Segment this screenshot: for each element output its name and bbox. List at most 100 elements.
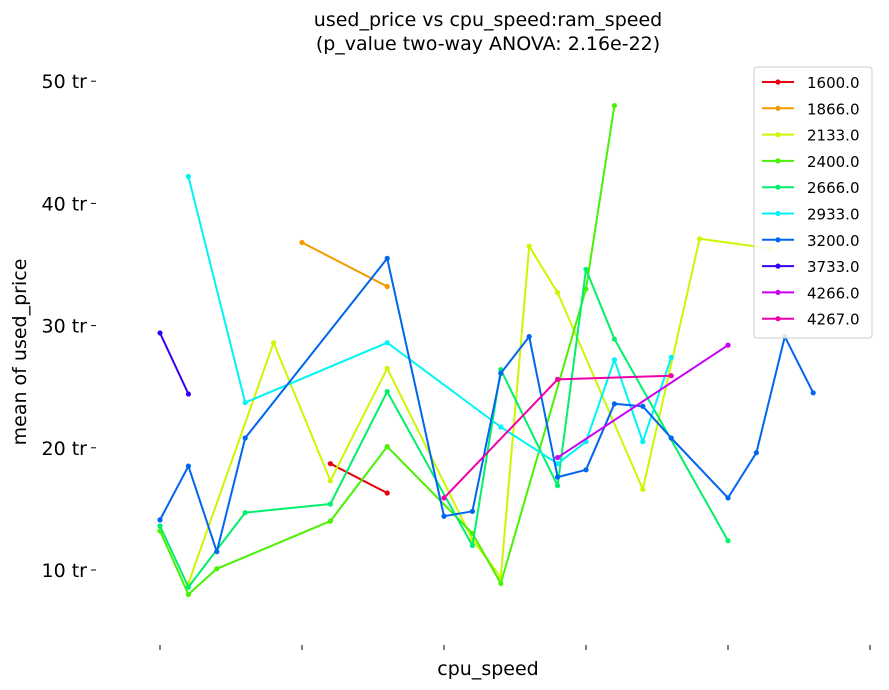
legend-item: 2133.0 (762, 127, 860, 145)
series-2666.0 (157, 266, 731, 590)
legend-swatch-marker (775, 132, 781, 138)
data-point (810, 390, 816, 396)
data-point (214, 566, 220, 572)
legend-label: 2933.0 (807, 206, 860, 224)
legend-swatch-marker (775, 237, 781, 243)
series-line (557, 344, 729, 459)
data-point (157, 330, 163, 336)
plot-area (157, 103, 816, 598)
x-axis (159, 645, 871, 650)
legend-item: 4267.0 (762, 311, 860, 329)
data-point (555, 461, 561, 467)
data-point (469, 508, 475, 514)
data-point (668, 373, 674, 379)
data-point (640, 403, 646, 409)
data-point (611, 357, 618, 363)
data-point (157, 523, 163, 529)
y-tick-label: 10 tr (42, 560, 88, 582)
series-line (159, 105, 616, 596)
series-2933.0 (185, 173, 674, 467)
y-tick-label: 40 tr (42, 193, 88, 215)
series-line (301, 241, 388, 288)
data-point (640, 486, 646, 492)
data-point (583, 266, 589, 272)
legend-item: 1866.0 (762, 100, 860, 118)
data-point (697, 236, 703, 242)
series-line (159, 268, 729, 589)
data-point (384, 255, 390, 261)
series-line (329, 462, 388, 494)
legend-item: 4266.0 (762, 284, 860, 302)
legend-label: 1866.0 (807, 100, 860, 118)
x-axis-label: cpu_speed (437, 658, 538, 680)
legend: 1600.0 1866.0 2133.0 2400.0 2666.0 2933.0 3200… (753, 66, 873, 339)
legend-swatch-marker (775, 184, 781, 190)
data-point (498, 580, 504, 587)
y-tick-label: 20 tr (42, 438, 88, 460)
legend-label: 4266.0 (807, 284, 860, 302)
legend-swatch-marker (775, 79, 781, 85)
legend-swatch-marker (775, 289, 781, 295)
series-2400.0 (157, 103, 618, 598)
data-point (555, 474, 561, 480)
data-point (441, 513, 447, 519)
data-point (441, 495, 447, 501)
data-point (185, 391, 191, 397)
legend-item: 2400.0 (762, 153, 860, 171)
data-point (555, 290, 561, 296)
data-point (725, 342, 731, 348)
legend-item: 2933.0 (762, 206, 860, 224)
series-line (187, 176, 673, 465)
legend-label: 4267.0 (807, 311, 860, 329)
data-point (725, 495, 731, 501)
data-point (611, 401, 618, 407)
data-point (384, 490, 390, 496)
data-point (611, 103, 618, 109)
data-point (242, 435, 248, 441)
legend-label: 2133.0 (807, 127, 860, 145)
data-point (526, 333, 532, 340)
data-point (299, 239, 305, 246)
data-point (725, 538, 731, 544)
legend-swatch-marker (775, 263, 781, 269)
data-point (157, 517, 163, 523)
data-point (384, 443, 390, 450)
data-point (327, 461, 333, 467)
data-point (583, 467, 589, 473)
legend-label: 3733.0 (807, 258, 860, 276)
chart-title-line-2: (p_value two-way ANOVA: 2.16e-22) (316, 33, 660, 55)
data-point (640, 439, 646, 445)
data-point (384, 388, 390, 395)
data-point (384, 365, 390, 371)
data-point (469, 542, 475, 549)
data-point (555, 483, 561, 489)
data-point (242, 399, 248, 406)
legend-label: 2666.0 (807, 179, 860, 197)
legend-label: 1600.0 (807, 74, 860, 92)
legend-label: 3200.0 (807, 232, 860, 250)
series-line (159, 257, 815, 553)
chart-title-line-1: used_price vs cpu_speed:ram_speed (314, 9, 662, 31)
data-point (384, 340, 390, 346)
series-3200.0 (157, 255, 816, 555)
legend-item: 3733.0 (762, 258, 860, 276)
legend-label: 2400.0 (807, 153, 860, 171)
data-point (327, 478, 333, 484)
y-axis-label: mean of used_price (9, 259, 31, 446)
data-point (327, 518, 333, 524)
legend-swatch-marker (775, 158, 781, 164)
legend-swatch-marker (775, 316, 781, 322)
series-4266.0 (555, 342, 731, 461)
series-4267.0 (441, 373, 674, 501)
data-point (384, 283, 390, 290)
legend-swatch-marker (775, 210, 781, 217)
data-point (555, 454, 561, 461)
y-tick-label: 50 tr (42, 71, 88, 93)
data-point (526, 243, 532, 249)
legend-item: 1600.0 (762, 74, 860, 92)
y-tick-label: 30 tr (42, 316, 88, 338)
data-point (583, 286, 589, 292)
data-point (555, 376, 561, 382)
data-point (668, 354, 674, 360)
